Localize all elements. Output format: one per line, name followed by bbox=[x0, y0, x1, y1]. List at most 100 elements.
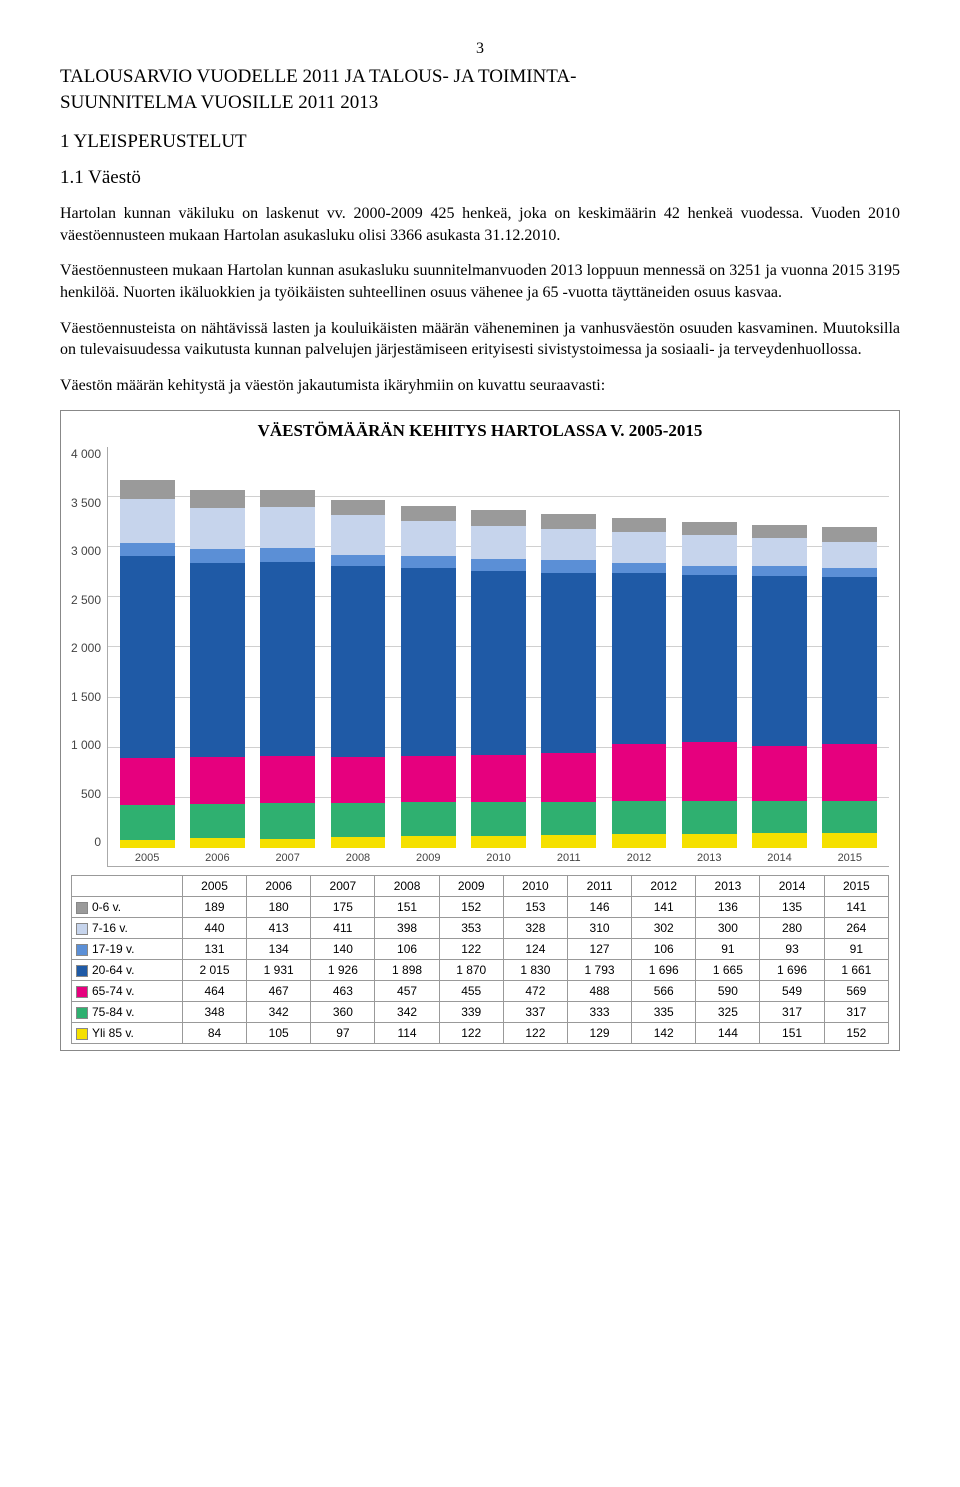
table-cell: 333 bbox=[567, 1002, 631, 1023]
bar-segment bbox=[752, 833, 807, 848]
table-header-year: 2005 bbox=[182, 876, 246, 897]
bar-segment bbox=[260, 562, 315, 756]
legend-swatch bbox=[76, 965, 88, 977]
bar-segment bbox=[190, 549, 245, 562]
bar-segment bbox=[120, 758, 175, 805]
bar-segment bbox=[190, 757, 245, 804]
bar-segment bbox=[822, 577, 877, 744]
y-tick-label: 1 500 bbox=[71, 690, 101, 704]
table-row-header: 75-84 v. bbox=[72, 1002, 183, 1023]
y-tick-label: 500 bbox=[81, 787, 101, 801]
bar-segment bbox=[612, 532, 667, 562]
x-tick-label: 2010 bbox=[486, 852, 510, 864]
chart-container: VÄESTÖMÄÄRÄN KEHITYS HARTOLASSA V. 2005-… bbox=[60, 410, 900, 1051]
table-row: 7-16 v.440413411398353328310302300280264 bbox=[72, 918, 889, 939]
bar-segment bbox=[471, 836, 526, 848]
table-header-blank bbox=[72, 876, 183, 897]
table-cell: 280 bbox=[760, 918, 824, 939]
bar-segment bbox=[401, 836, 456, 848]
paragraph: Väestön määrän kehitystä ja väestön jaka… bbox=[60, 375, 900, 397]
bar-segment bbox=[682, 522, 737, 536]
bar-segment bbox=[541, 835, 596, 848]
bar-segment bbox=[260, 839, 315, 849]
table-row: 75-84 v.34834236034233933733333532531731… bbox=[72, 1002, 889, 1023]
bar-segment bbox=[752, 538, 807, 566]
bar-segment bbox=[822, 833, 877, 848]
bar-segment bbox=[682, 566, 737, 575]
table-cell: 549 bbox=[760, 981, 824, 1002]
table-cell: 151 bbox=[375, 897, 439, 918]
table-cell: 144 bbox=[696, 1023, 760, 1044]
bar-segment bbox=[682, 535, 737, 565]
table-header-year: 2015 bbox=[824, 876, 888, 897]
table-row: 17-19 v.131134140106122124127106919391 bbox=[72, 939, 889, 960]
table-row: 0-6 v.189180175151152153146141136135141 bbox=[72, 897, 889, 918]
table-cell: 122 bbox=[503, 1023, 567, 1044]
bar: 2014 bbox=[748, 447, 810, 848]
chart-data-table: 2005200620072008200920102011201220132014… bbox=[71, 875, 889, 1044]
table-header-year: 2014 bbox=[760, 876, 824, 897]
bar-segment bbox=[682, 742, 737, 801]
table-cell: 325 bbox=[696, 1002, 760, 1023]
table-header-year: 2008 bbox=[375, 876, 439, 897]
table-cell: 124 bbox=[503, 939, 567, 960]
paragraph: Väestöennusteen mukaan Hartolan kunnan a… bbox=[60, 260, 900, 303]
table-cell: 129 bbox=[567, 1023, 631, 1044]
table-cell: 455 bbox=[439, 981, 503, 1002]
table-cell: 488 bbox=[567, 981, 631, 1002]
chart-plot: 2005200620072008200920102011201220132014… bbox=[107, 447, 889, 867]
table-cell: 105 bbox=[247, 1023, 311, 1044]
table-cell: 153 bbox=[503, 897, 567, 918]
paragraph: Hartolan kunnan väkiluku on laskenut vv.… bbox=[60, 203, 900, 246]
legend-swatch bbox=[76, 986, 88, 998]
table-cell: 141 bbox=[632, 897, 696, 918]
table-cell: 127 bbox=[567, 939, 631, 960]
bar-segment bbox=[120, 499, 175, 543]
bar-segment bbox=[822, 542, 877, 569]
bar-segment bbox=[401, 568, 456, 756]
table-cell: 440 bbox=[182, 918, 246, 939]
x-tick-label: 2008 bbox=[346, 852, 370, 864]
bar: 2005 bbox=[116, 447, 178, 848]
legend-swatch bbox=[76, 1007, 88, 1019]
bar-segment bbox=[471, 802, 526, 836]
bar-segment bbox=[190, 508, 245, 550]
table-cell: 106 bbox=[632, 939, 696, 960]
table-cell: 140 bbox=[311, 939, 375, 960]
table-row-header: 20-64 v. bbox=[72, 960, 183, 981]
table-cell: 413 bbox=[247, 918, 311, 939]
table-cell: 189 bbox=[182, 897, 246, 918]
table-cell: 302 bbox=[632, 918, 696, 939]
doc-title-line2: SUUNNITELMA VUOSILLE 2011 2013 bbox=[60, 92, 378, 113]
table-cell: 360 bbox=[311, 1002, 375, 1023]
bar-segment bbox=[471, 526, 526, 559]
bar: 2012 bbox=[608, 447, 670, 848]
table-header-year: 2007 bbox=[311, 876, 375, 897]
y-tick-label: 3 500 bbox=[71, 496, 101, 510]
table-row: Yli 85 v.8410597114122122129142144151152 bbox=[72, 1023, 889, 1044]
table-cell: 152 bbox=[824, 1023, 888, 1044]
table-cell: 463 bbox=[311, 981, 375, 1002]
table-cell: 97 bbox=[311, 1023, 375, 1044]
bar-segment bbox=[260, 803, 315, 839]
table-row-header: 65-74 v. bbox=[72, 981, 183, 1002]
bar: 2013 bbox=[678, 447, 740, 848]
table-cell: 2 015 bbox=[182, 960, 246, 981]
table-cell: 467 bbox=[247, 981, 311, 1002]
table-cell: 1 793 bbox=[567, 960, 631, 981]
bar: 2007 bbox=[257, 447, 319, 848]
bar: 2011 bbox=[538, 447, 600, 848]
table-header-year: 2010 bbox=[503, 876, 567, 897]
x-tick-label: 2007 bbox=[275, 852, 299, 864]
table-cell: 1 696 bbox=[632, 960, 696, 981]
table-cell: 152 bbox=[439, 897, 503, 918]
table-header-year: 2013 bbox=[696, 876, 760, 897]
bar-segment bbox=[331, 803, 386, 837]
table-cell: 122 bbox=[439, 1023, 503, 1044]
bar-segment bbox=[822, 527, 877, 541]
bar-segment bbox=[612, 573, 667, 743]
bar-segment bbox=[331, 837, 386, 848]
bar-segment bbox=[612, 834, 667, 848]
bar-segment bbox=[752, 746, 807, 801]
table-cell: 1 830 bbox=[503, 960, 567, 981]
